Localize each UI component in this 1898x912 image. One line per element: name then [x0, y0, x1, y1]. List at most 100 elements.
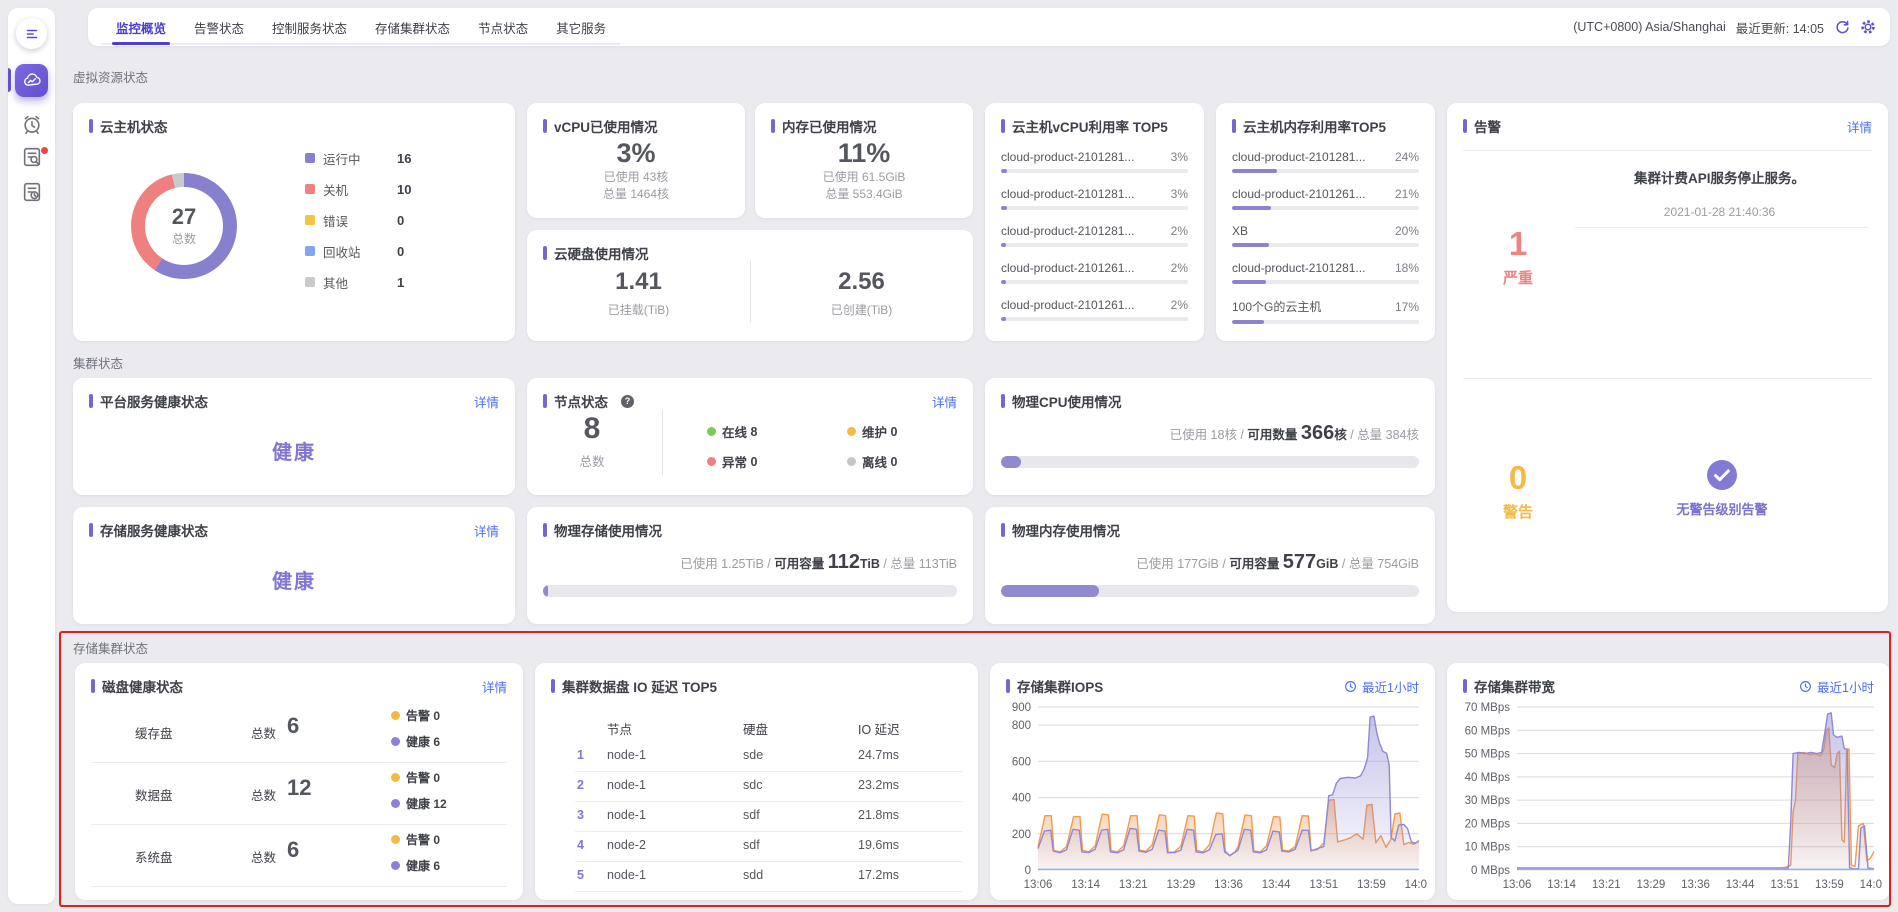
topbar: 监控概览 告警状态 控制服务状态 存储集群状态 节点状态 其它服务 (UTC+0… — [88, 8, 1890, 46]
vm-total-label: 总数 — [172, 230, 196, 247]
vm-status-legend: 运行中16 关机10 错误0 回收站0 其他1 — [305, 147, 411, 293]
platform-health-status: 健康 — [73, 436, 515, 465]
card-title: 存储集群带宽 — [1474, 676, 1555, 696]
svg-text:30 MBps: 30 MBps — [1465, 795, 1511, 807]
sidebar-item-alarm[interactable] — [21, 113, 43, 135]
status-dot — [391, 711, 400, 720]
svg-text:13:36: 13:36 — [1214, 879, 1243, 891]
check-circle-icon — [1706, 459, 1738, 491]
timezone-label: (UTC+0800) Asia/Shanghai — [1573, 20, 1726, 34]
card-physical-cpu: 物理CPU使用情况 已使用 18核 / 可用数量 366核 / 总量 384核 — [985, 378, 1435, 495]
svg-text:13:14: 13:14 — [1547, 879, 1576, 891]
title-bar — [543, 246, 547, 260]
tab-other-services[interactable]: 其它服务 — [542, 8, 620, 43]
col-header-disk: 硬盘 — [743, 719, 768, 738]
usage-bar — [1232, 243, 1419, 247]
legend-item: 错误0 — [305, 209, 411, 231]
top5-item: cloud-product-2101281...3% — [1001, 150, 1188, 173]
disk-row-cache: 缓存盘 总数 6 告警 0 健康 6 — [91, 701, 507, 761]
alarm-message: 集群计费API服务停止服务。 — [1567, 167, 1872, 187]
disk-healthy: 健康 6 — [391, 857, 440, 874]
sidebar-item-history[interactable] — [21, 181, 43, 203]
vcpu-percent: 3% — [616, 138, 655, 169]
dashboard-root: 监控概览 告警状态 控制服务状态 存储集群状态 节点状态 其它服务 (UTC+0… — [0, 0, 1898, 912]
iops-range-link[interactable]: 最近1小时 — [1344, 677, 1419, 696]
no-warning-block: 无警告级别告警 — [1627, 459, 1817, 518]
svg-text:70 MBps: 70 MBps — [1465, 702, 1511, 714]
top5-item: cloud-product-2101281...2% — [1001, 224, 1188, 247]
tab-control-service-status[interactable]: 控制服务状态 — [258, 8, 361, 43]
tab-monitor-overview[interactable]: 监控概览 — [102, 8, 180, 43]
card-vcpu-usage: vCPU已使用情况 3% 已使用 43核 总量 1464核 — [527, 103, 745, 218]
card-cloud-disk-usage: 云硬盘使用情况 1.41 已挂载(TiB) 2.56 已创建(TiB) — [527, 230, 973, 341]
alarm-detail-link[interactable]: 详情 — [1847, 117, 1872, 136]
usage-bar — [1001, 169, 1188, 173]
disk-mounted-label: 已挂载(TiB) — [608, 301, 670, 318]
disk-row-data: 数据盘 总数 12 告警 0 健康 12 — [91, 763, 507, 823]
usage-bar — [1001, 243, 1188, 247]
disk-health-detail-link[interactable]: 详情 — [482, 677, 507, 696]
node-online: 在线 8 — [707, 422, 757, 441]
status-dot — [707, 427, 716, 436]
svg-text:20 MBps: 20 MBps — [1465, 818, 1511, 830]
platform-detail-link[interactable]: 详情 — [474, 392, 499, 411]
physical-cpu-progress — [1001, 456, 1419, 468]
top5-item: cloud-product-2101281...18% — [1232, 261, 1419, 284]
status-dot — [391, 835, 400, 844]
svg-text:13:29: 13:29 — [1167, 879, 1196, 891]
tab-node-status[interactable]: 节点状态 — [464, 8, 542, 43]
disk-created-label: 已创建(TiB) — [831, 301, 893, 318]
legend-item: 回收站0 — [305, 240, 411, 262]
divider — [662, 410, 663, 475]
tab-alarm-status[interactable]: 告警状态 — [180, 8, 258, 43]
physical-cpu-stats: 已使用 18核 / 可用数量 366核 / 总量 384核 — [1170, 422, 1419, 445]
menu-toggle-button[interactable] — [16, 18, 47, 49]
sidebar-item-monitoring[interactable] — [15, 64, 48, 97]
usage-bar — [1001, 206, 1188, 210]
card-storage-health: 存储服务健康状态详情 健康 — [73, 507, 515, 624]
disk-healthy: 健康 6 — [391, 733, 440, 750]
gear-icon[interactable] — [1860, 19, 1876, 35]
svg-text:13:29: 13:29 — [1637, 879, 1666, 891]
top5-item: XB20% — [1232, 224, 1419, 247]
svg-text:13:21: 13:21 — [1119, 879, 1148, 891]
sidebar-item-log-search[interactable] — [21, 146, 43, 168]
node-maintenance: 维护 0 — [847, 422, 897, 441]
tab-storage-cluster-status[interactable]: 存储集群状态 — [361, 8, 464, 43]
card-node-status: 节点状态?详情 8 总数 在线 8 维护 0 异常 0 离线 0 — [527, 378, 973, 495]
disk-created-value: 2.56 — [838, 268, 885, 297]
memory-total: 总量 553.4GiB — [825, 186, 902, 203]
svg-text:0 MBps: 0 MBps — [1471, 865, 1510, 877]
disk-row-system: 系统盘 总数 6 告警 0 健康 6 — [91, 825, 507, 885]
node-detail-link[interactable]: 详情 — [932, 392, 957, 411]
disk-mounted: 1.41 已挂载(TiB) — [527, 268, 750, 318]
physical-storage-progress — [543, 585, 957, 597]
card-title: 集群数据盘 IO 延迟 TOP5 — [562, 676, 717, 696]
card-storage-iops: 存储集群IOPS 最近1小时 020040060080090013:0613:1… — [990, 663, 1435, 900]
legend-swatch — [305, 215, 315, 225]
storage-detail-link[interactable]: 详情 — [474, 521, 499, 540]
svg-text:400: 400 — [1012, 793, 1031, 805]
refresh-icon[interactable] — [1834, 19, 1850, 35]
bandwidth-range-link[interactable]: 最近1小时 — [1799, 677, 1874, 696]
status-dot — [391, 737, 400, 746]
divider — [1463, 378, 1872, 379]
svg-text:10 MBps: 10 MBps — [1465, 842, 1511, 854]
legend-swatch — [305, 277, 315, 287]
card-title: 云硬盘使用情况 — [554, 243, 649, 263]
title-bar — [1463, 119, 1467, 133]
no-warning-label: 无警告级别告警 — [1676, 499, 1767, 518]
storage-health-status: 健康 — [73, 565, 515, 594]
card-title: 物理内存使用情况 — [1012, 520, 1120, 540]
physical-memory-stats: 已使用 177GiB / 可用容量 577GiB / 总量 754GiB — [1136, 551, 1419, 574]
title-bar — [89, 523, 93, 537]
title-bar — [1001, 394, 1005, 408]
title-bar — [543, 394, 547, 408]
help-icon[interactable]: ? — [621, 395, 634, 408]
divider — [1575, 227, 1868, 228]
svg-text:13:14: 13:14 — [1071, 879, 1100, 891]
card-io-latency-top5: 集群数据盘 IO 延迟 TOP5 节点 硬盘 IO 延迟 1node-1sde2… — [535, 663, 978, 900]
card-title: 节点状态 — [554, 391, 608, 411]
top5-item: cloud-product-2101261...2% — [1001, 298, 1188, 321]
card-alarm: 告警详情 1 严重 集群计费API服务停止服务。 2021-01-28 21:4… — [1447, 103, 1888, 612]
